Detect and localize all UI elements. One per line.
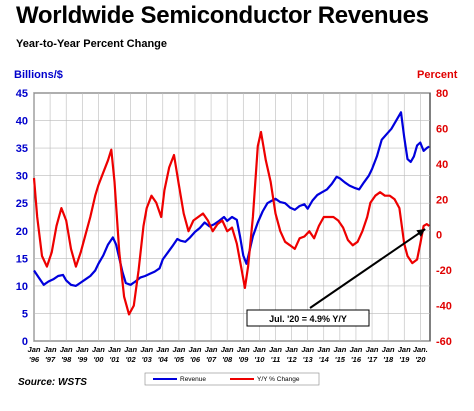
y-left-tick-label: 40 — [16, 116, 28, 128]
x-tick-label-bottom: '15 — [335, 355, 346, 364]
x-tick-label-bottom: '07 — [206, 355, 217, 364]
x-tick-label-top: Jan — [333, 345, 346, 354]
x-tick-label-top: Jan — [92, 345, 105, 354]
y-left-tick-label: 25 — [16, 198, 28, 210]
legend-label-revenue: Revenue — [180, 376, 206, 383]
x-tick-label-bottom: '20 — [415, 355, 426, 364]
x-tick-label-top: Jan — [28, 345, 41, 354]
y-left-tick-label: 35 — [16, 143, 28, 155]
series-layer — [32, 111, 430, 316]
x-tick-label-top: Jan — [172, 345, 185, 354]
x-tick-label-bottom: '14 — [319, 355, 330, 364]
y-right-axis-label: Percent — [417, 69, 458, 81]
y-left-tick-label: 5 — [22, 308, 28, 320]
chart-subtitle: Year-to-Year Percent Change — [16, 38, 168, 50]
y-left-tick-label: 15 — [16, 253, 28, 265]
y-right-tick-label: -60 — [436, 336, 452, 348]
x-tick-label-bottom: '01 — [109, 355, 119, 364]
x-tick-label-top: Jan — [44, 345, 57, 354]
y-right-tick-label: 0 — [436, 230, 442, 242]
x-tick-label-top: Jan — [140, 345, 153, 354]
y-left-tick-label: 10 — [16, 281, 28, 293]
x-tick-label-top: Jan — [205, 345, 218, 354]
source-note: Source: WSTS — [18, 377, 87, 388]
x-tick-label-top: Jan — [108, 345, 121, 354]
x-tick-label-bottom: '02 — [126, 355, 137, 364]
x-tick-label-top: Jan — [382, 345, 395, 354]
x-tick-label-top: Jan — [349, 345, 362, 354]
x-tick-label-top: Jan — [317, 345, 330, 354]
y-right-ticks: -60 -40 -20 0 20 40 60 80 — [436, 88, 452, 348]
x-tick-label-bottom: '05 — [174, 355, 185, 364]
x-tick-label-top: Jan — [285, 345, 298, 354]
x-tick-label-top: Jan — [60, 345, 73, 354]
x-tick-label-bottom: '97 — [45, 355, 56, 364]
x-tick-label-top: Jan — [156, 345, 169, 354]
x-tick-label-bottom: '19 — [399, 355, 410, 364]
x-tick-label-bottom: '98 — [61, 355, 72, 364]
x-tick-label-bottom: '00 — [93, 355, 104, 364]
x-tick-label-top: Jan — [189, 345, 202, 354]
x-tick-label-bottom: '99 — [77, 355, 88, 364]
series-line-yy-change — [32, 130, 430, 316]
x-tick-label-bottom: '04 — [158, 355, 169, 364]
x-tick-label-top: Jan — [253, 345, 266, 354]
y-left-tick-label: 0 — [22, 336, 28, 348]
x-tick-label-bottom: '09 — [238, 355, 249, 364]
x-tick-label-bottom: '08 — [222, 355, 233, 364]
y-right-tick-label: 40 — [436, 159, 448, 171]
y-right-tick-label: 80 — [436, 88, 448, 100]
x-tick-label-bottom: '06 — [190, 355, 201, 364]
y-right-tick-label: -20 — [436, 265, 452, 277]
x-tick-label-top: Jan — [76, 345, 89, 354]
legend-label-yy: Y/Y % Change — [257, 376, 300, 383]
x-tick-label-top: Jan — [366, 345, 379, 354]
y-left-tick-label: 20 — [16, 226, 28, 238]
x-tick-label-bottom: '18 — [383, 355, 394, 364]
x-tick-label-top: Jan — [398, 345, 411, 354]
x-tick-label-top: Jan — [124, 345, 137, 354]
legend: Revenue Y/Y % Change — [144, 372, 320, 386]
x-tick-label-bottom: '10 — [254, 355, 265, 364]
y-right-tick-label: 20 — [436, 194, 448, 206]
y-left-axis-label: Billions/$ — [14, 69, 63, 81]
annotation: Jul. '20 = 4.9% Y/Y — [246, 228, 426, 327]
annotation-arrow — [309, 228, 426, 309]
y-right-tick-label: 60 — [436, 123, 448, 135]
x-tick-label-top: Jan — [301, 345, 314, 354]
series-line-revenue — [33, 111, 430, 287]
x-tick-label-bottom: '96 — [29, 355, 40, 364]
x-tick-label-bottom: '17 — [367, 355, 378, 364]
x-tick-label-top: Jan — [237, 345, 250, 354]
x-tick-label-top: Jan. — [413, 345, 428, 354]
x-tick-label-bottom: '12 — [286, 355, 297, 364]
annotation-box — [246, 309, 370, 327]
x-tick-label-bottom: '16 — [351, 355, 362, 364]
x-tick-label-bottom: '11 — [271, 355, 281, 364]
y-right-tick-label: -40 — [436, 301, 452, 313]
annotation-text: Jul. '20 = 4.9% Y/Y — [269, 314, 347, 324]
chart-title: Worldwide Semiconductor Revenues — [16, 2, 429, 29]
y-left-ticks: 0 5 10 15 20 25 30 35 40 45 — [16, 88, 28, 348]
x-tick-label-bottom: '03 — [142, 355, 153, 364]
x-tick-label-bottom: '13 — [303, 355, 314, 364]
y-left-tick-label: 30 — [16, 171, 28, 183]
annotation-arrowhead — [416, 229, 426, 237]
x-ticks: Jan'96Jan'97Jan'98Jan'99Jan'00Jan'01Jan'… — [28, 345, 428, 364]
x-tick-label-top: Jan — [269, 345, 282, 354]
y-left-tick-label: 45 — [16, 88, 28, 100]
x-tick-label-top: Jan — [221, 345, 234, 354]
